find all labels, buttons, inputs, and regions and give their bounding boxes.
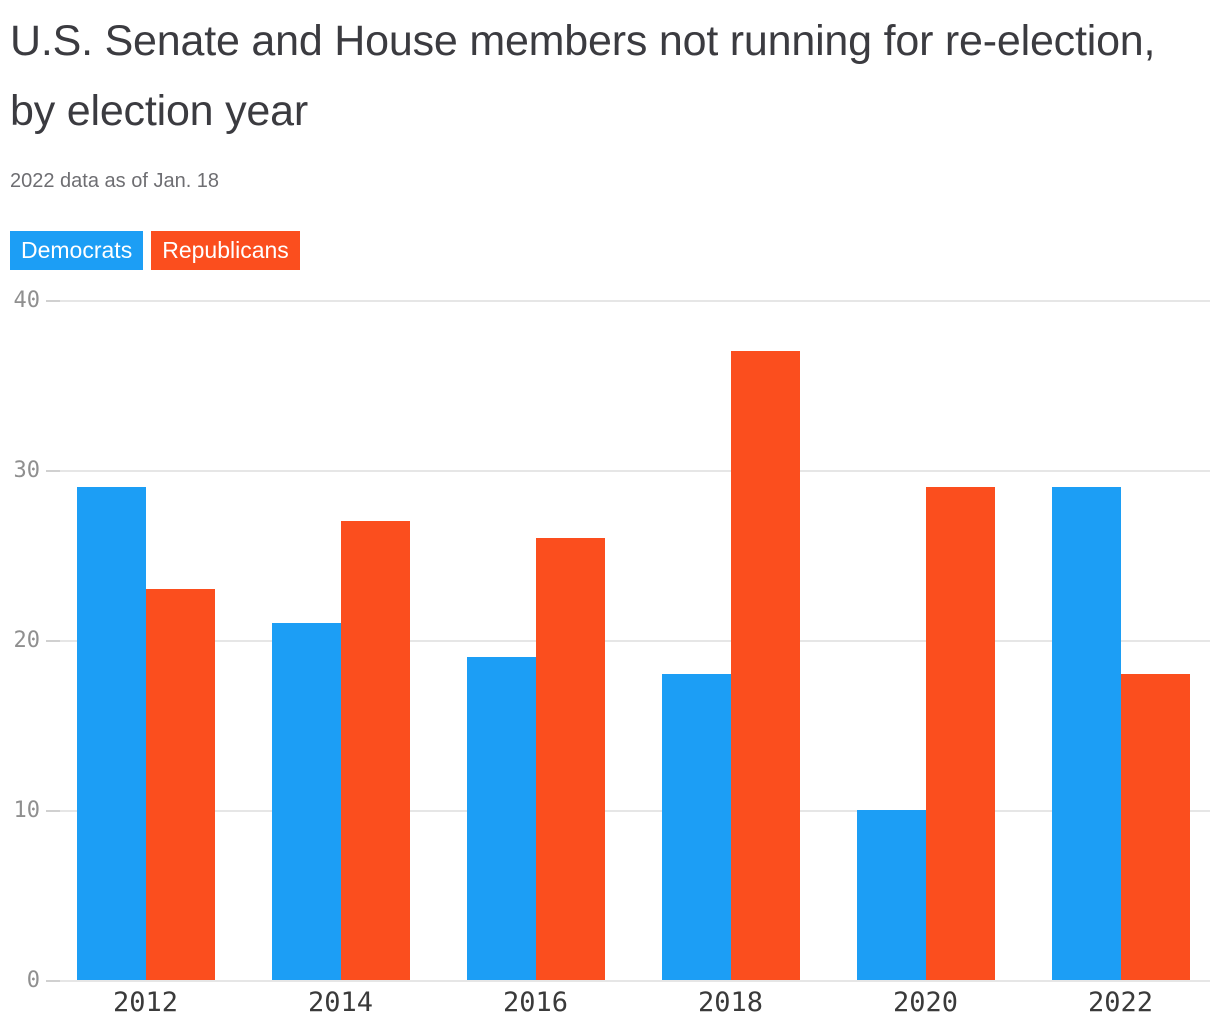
axis-tick-0 [46,980,60,982]
x-axis-label-2020: 2020 [892,987,959,1018]
axis-tick-40 [46,300,60,302]
bar-republicans-2016 [536,538,605,980]
x-axis-label-2012: 2012 [112,987,179,1018]
y-axis-label-0: 0 [26,968,40,993]
legend-chip-republicans: Republicans [151,231,300,270]
bar-republicans-2012 [146,589,215,980]
bar-republicans-2018 [731,351,800,980]
bar-democrats-2016 [467,657,536,980]
gridline-30 [46,470,1210,472]
bar-democrats-2020 [857,810,926,980]
y-axis-label-40: 40 [13,288,41,313]
bar-chart-plot-area: 0 10 20 30 40 2012 2014 2016 2018 2020 2022 [0,280,1220,1020]
axis-tick-10 [46,810,60,812]
bar-republicans-2014 [341,521,410,980]
chart-title: U.S. Senate and House members not runnin… [10,17,1156,135]
x-axis-label-2022: 2022 [1087,987,1154,1018]
gridline-20 [46,640,1210,642]
x-axis-label-2014: 2014 [307,987,374,1018]
legend-chip-democrats: Democrats [10,231,144,270]
axis-tick-30 [46,470,60,472]
gridline-40 [46,300,1210,302]
bar-republicans-2022 [1121,674,1190,980]
x-axis-label-2016: 2016 [502,987,569,1018]
bar-democrats-2012 [77,487,146,980]
gridline-10 [46,810,1210,812]
y-axis-label-20: 20 [13,628,41,653]
y-axis-label-10: 10 [13,798,41,823]
y-axis-label-30: 30 [13,458,41,483]
chart-subtitle: 2022 data as of Jan. 18 [10,170,220,192]
bar-democrats-2014 [272,623,341,980]
bar-democrats-2018 [662,674,731,980]
x-axis-label-2018: 2018 [697,987,764,1018]
gridline-0 [46,980,1210,982]
bar-republicans-2020 [926,487,995,980]
bar-democrats-2022 [1052,487,1121,980]
legend: Democrats Republicans [10,231,300,270]
axis-tick-20 [46,640,60,642]
